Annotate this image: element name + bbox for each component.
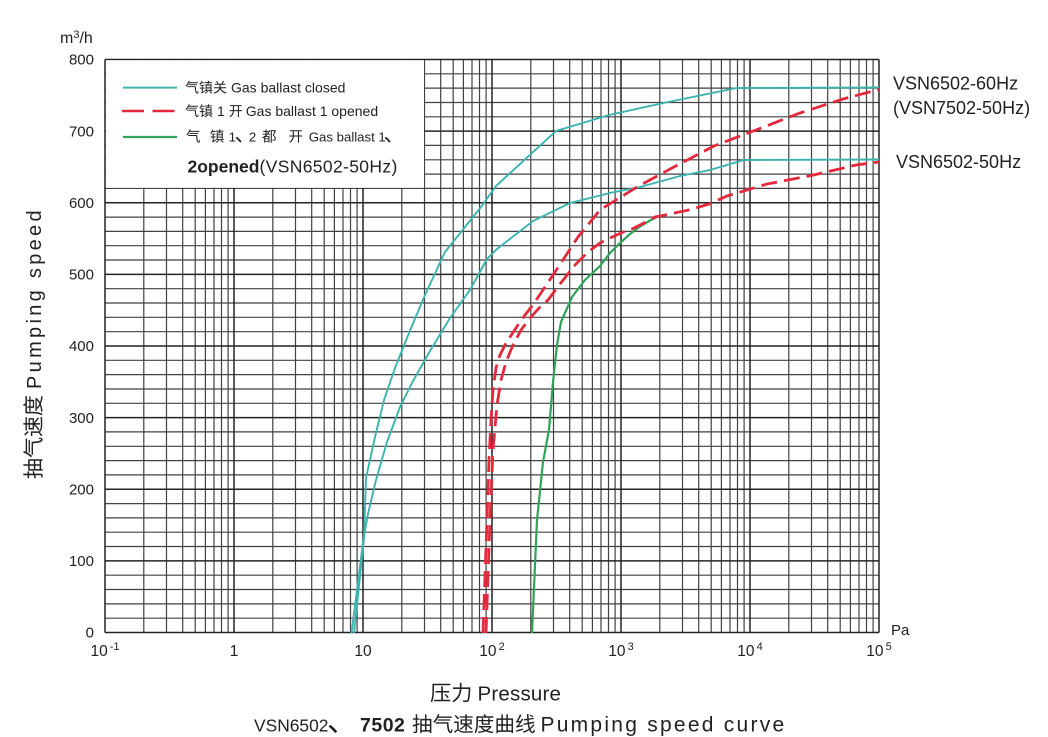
svg-text:(VSN7502-50Hz): (VSN7502-50Hz): [893, 98, 1030, 118]
svg-text:2: 2: [499, 641, 505, 653]
svg-text:700: 700: [69, 123, 94, 140]
svg-text:0: 0: [86, 625, 94, 642]
svg-text:Pumping speed: Pumping speed: [24, 207, 46, 389]
svg-text:Pa: Pa: [891, 622, 910, 639]
svg-text:400: 400: [69, 338, 94, 355]
svg-text:10: 10: [737, 643, 755, 660]
svg-text:800: 800: [69, 52, 94, 69]
svg-text:5: 5: [886, 641, 892, 653]
svg-text:10: 10: [608, 643, 626, 660]
svg-text:Gas ballast 1 opened: Gas ballast 1 opened: [246, 103, 378, 119]
svg-text:10: 10: [354, 643, 372, 660]
svg-text:10: 10: [866, 643, 884, 660]
svg-text:2opened: 2opened: [188, 157, 260, 177]
svg-text:3: 3: [628, 641, 634, 653]
svg-text:10: 10: [91, 643, 109, 660]
svg-text:m3/h: m3/h: [60, 29, 93, 47]
svg-text:Gas ballast closed: Gas ballast closed: [231, 80, 345, 96]
svg-text:Pressure: Pressure: [478, 683, 562, 706]
svg-text:4: 4: [757, 641, 763, 653]
svg-text:-1: -1: [110, 641, 120, 653]
svg-text:Pumping speed curve: Pumping speed curve: [541, 714, 787, 737]
svg-text:VSN6502-50Hz: VSN6502-50Hz: [896, 152, 1021, 172]
svg-text:1: 1: [217, 103, 225, 119]
svg-text:7502: 7502: [360, 715, 405, 737]
svg-text:Gas ballast 1: Gas ballast 1: [309, 130, 386, 145]
svg-text:10: 10: [479, 643, 497, 660]
svg-text:VSN6502-60Hz: VSN6502-60Hz: [893, 74, 1018, 94]
svg-text:2: 2: [249, 130, 256, 145]
svg-text:600: 600: [69, 195, 94, 212]
svg-text:VSN6502: VSN6502: [254, 716, 328, 736]
svg-text:1: 1: [229, 130, 236, 145]
svg-text:300: 300: [69, 410, 94, 427]
svg-text:200: 200: [69, 481, 94, 498]
svg-text:(VSN6502-50Hz): (VSN6502-50Hz): [260, 157, 398, 177]
svg-text:500: 500: [69, 267, 94, 284]
svg-text:1: 1: [230, 643, 239, 660]
svg-text:100: 100: [69, 553, 94, 570]
